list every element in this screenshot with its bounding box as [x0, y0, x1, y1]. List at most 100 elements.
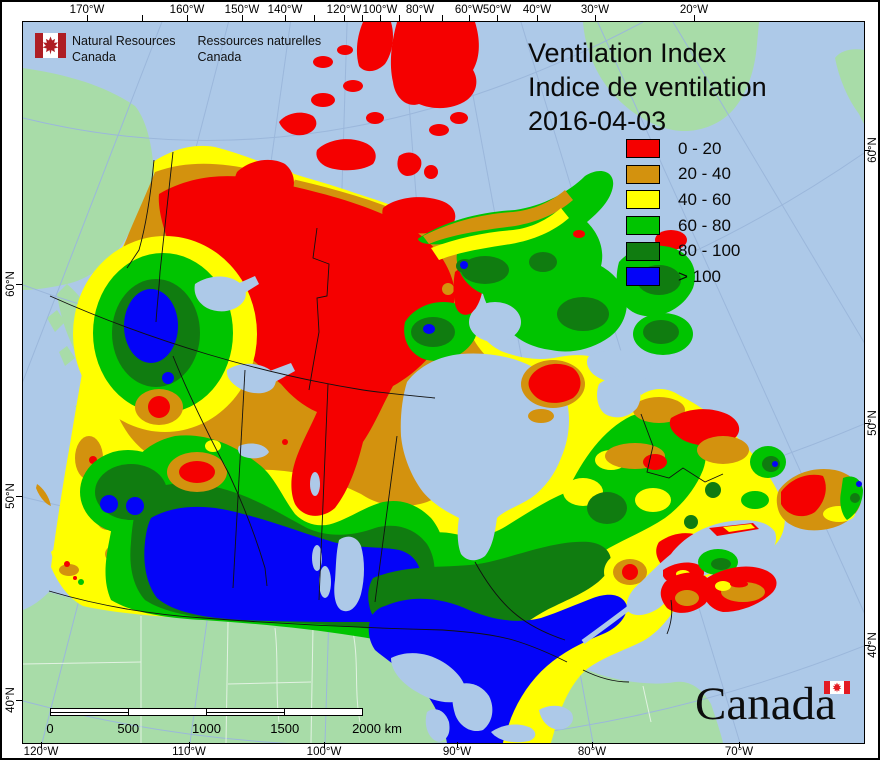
legend-swatch	[626, 164, 660, 184]
axis-tick	[16, 496, 22, 497]
legend-row: 40 - 60	[626, 187, 740, 213]
border-alaska-yukon	[126, 159, 155, 269]
border-mb-on	[374, 435, 398, 603]
wordmark-text: Canada	[695, 678, 836, 730]
axis-tick	[314, 15, 315, 21]
border-qc-nl	[640, 413, 724, 483]
lake-superior	[391, 653, 466, 703]
canada-flag-icon	[35, 33, 66, 58]
haida-gwaii	[36, 484, 51, 506]
axis-tick-label: 140°W	[267, 4, 303, 16]
foxe-basin	[469, 302, 521, 342]
axis-tick-label: 70°W	[724, 746, 754, 758]
southampton-island	[521, 360, 585, 423]
legend-label: 40 - 60	[678, 189, 731, 209]
title-line-en: Ventilation Index	[528, 38, 727, 68]
lake-winnipeg	[334, 536, 364, 612]
border-bc-ab	[172, 355, 268, 587]
alaska	[23, 68, 155, 290]
great-slave-lake	[226, 363, 276, 394]
devon-island	[382, 197, 456, 234]
axis-tick	[864, 423, 870, 424]
border-60n	[49, 295, 436, 399]
axis-tick-label: 100°W	[362, 4, 398, 16]
axis-tick-label: 170°W	[69, 4, 105, 16]
axis-tick-label: 110°W	[172, 746, 206, 758]
signature-text-en: Natural Resources Canada	[72, 34, 176, 64]
axis-tick-label: 80°W	[405, 4, 435, 16]
axis-tick	[420, 15, 421, 21]
greenland	[583, 22, 759, 132]
legend-swatch	[626, 190, 660, 210]
axis-tick-label: 120°W	[326, 4, 362, 16]
title-line-fr: Indice de ventilation	[528, 72, 767, 102]
title-date: 2016-04-03	[528, 106, 667, 136]
axis-tick	[497, 15, 498, 21]
axis-tick	[469, 15, 470, 21]
axis-tick	[324, 742, 325, 748]
axis-tick	[285, 15, 286, 21]
legend-row: 0 - 20	[626, 136, 740, 162]
axis-tick-label: 40°W	[522, 4, 552, 16]
border-ab-sk	[232, 369, 246, 589]
legend-label: 20 - 40	[678, 164, 731, 184]
hudson-bay	[400, 353, 569, 561]
axis-tick	[344, 15, 345, 21]
axis-tick	[380, 15, 381, 21]
axis-tick	[694, 15, 695, 21]
lake-michigan	[425, 709, 450, 742]
axis-tick	[864, 645, 870, 646]
border-sk-mb	[318, 383, 329, 601]
maple-leaf-icon	[43, 36, 58, 55]
lake-erie	[491, 724, 536, 743]
axis-tick	[242, 15, 243, 21]
border-on-qc	[474, 561, 566, 641]
axis-tick	[739, 742, 740, 748]
legend-label: 60 - 80	[678, 215, 731, 235]
scale-bar-label: 500	[117, 721, 140, 736]
axis-tick	[362, 15, 363, 21]
axis-tick	[537, 15, 538, 21]
map-title: Ventilation Index Indice de ventilation …	[528, 36, 864, 138]
nrcan-signature: Natural Resources Canada Ressources natu…	[35, 33, 343, 65]
axis-tick	[592, 742, 593, 748]
great-bear-lake	[194, 276, 246, 312]
ellesmere-island	[390, 22, 479, 109]
axis-tick-label: 30°W	[580, 4, 610, 16]
legend-swatch	[626, 267, 660, 287]
legend-row: 60 - 80	[626, 213, 740, 239]
axis-tick-label: 90°W	[442, 746, 472, 758]
scale-bar-label: 2000 km	[352, 721, 402, 736]
maple-leaf-icon	[832, 682, 842, 693]
border-nwt-nu	[308, 227, 330, 391]
vancouver-island-details	[59, 561, 84, 585]
canada-wordmark: Canada	[695, 678, 864, 734]
lake-athabasca	[238, 443, 269, 459]
axis-tick	[595, 15, 596, 21]
axis-tick	[864, 150, 870, 151]
axis-tick	[399, 15, 400, 21]
axis-tick	[457, 742, 458, 748]
scale-bar-label: 1000	[192, 721, 221, 736]
axis-tick-label: 100°W	[306, 746, 342, 758]
wordmark-flag-icon	[824, 681, 850, 694]
signature-text-fr: Ressources naturelles Canada	[197, 34, 322, 64]
lake-ontario	[539, 705, 573, 730]
banks-island	[234, 159, 294, 214]
maritimes	[660, 468, 863, 613]
scale-bar-label: 1500	[270, 721, 300, 736]
axis-tick	[16, 284, 22, 285]
axis-tick-label: 160°W	[169, 4, 205, 16]
legend-row: 80 - 100	[626, 238, 740, 264]
axis-tick	[189, 742, 190, 748]
legend-swatch	[626, 139, 660, 159]
legend-row: > 100	[626, 264, 740, 290]
axis-tick-label: 50°W	[482, 4, 512, 16]
legend-label: 0 - 20	[678, 138, 722, 158]
legend-label: 80 - 100	[678, 241, 741, 261]
axis-tick-label: 20°W	[679, 4, 709, 16]
axis-tick-label: 60°W	[454, 4, 484, 16]
legend-row: 20 - 40	[626, 162, 740, 188]
st-lawrence-river	[581, 605, 631, 645]
